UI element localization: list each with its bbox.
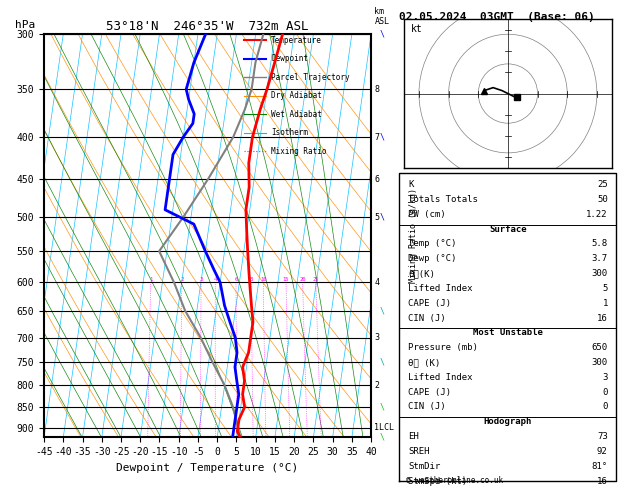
Text: km
ASL: km ASL bbox=[374, 6, 389, 26]
Text: \: \ bbox=[380, 212, 385, 222]
Text: K: K bbox=[408, 180, 413, 189]
Text: 25: 25 bbox=[313, 278, 319, 282]
Text: CAPE (J): CAPE (J) bbox=[408, 299, 451, 308]
Text: 8: 8 bbox=[250, 278, 253, 282]
Text: 5: 5 bbox=[374, 212, 379, 222]
Text: Wet Adiabat: Wet Adiabat bbox=[271, 110, 322, 119]
Text: CIN (J): CIN (J) bbox=[408, 402, 446, 412]
Text: 5: 5 bbox=[603, 284, 608, 293]
Text: 81°: 81° bbox=[592, 462, 608, 471]
Text: 25: 25 bbox=[597, 180, 608, 189]
Text: EH: EH bbox=[408, 432, 419, 441]
Text: Most Unstable: Most Unstable bbox=[473, 329, 543, 337]
Text: © weatheronline.co.uk: © weatheronline.co.uk bbox=[406, 475, 503, 485]
Text: \: \ bbox=[380, 358, 385, 367]
Text: 4: 4 bbox=[374, 278, 379, 287]
Text: Dry Adiabat: Dry Adiabat bbox=[271, 91, 322, 100]
Text: 300: 300 bbox=[592, 269, 608, 278]
Text: 50: 50 bbox=[597, 195, 608, 204]
Text: 1: 1 bbox=[603, 299, 608, 308]
Text: 02.05.2024  03GMT  (Base: 06): 02.05.2024 03GMT (Base: 06) bbox=[399, 12, 595, 22]
Text: 1LCL: 1LCL bbox=[374, 423, 394, 432]
Text: 1: 1 bbox=[149, 278, 152, 282]
Text: kt: kt bbox=[410, 24, 422, 34]
Text: Mixing Ratio: Mixing Ratio bbox=[271, 147, 327, 156]
Text: Temp (°C): Temp (°C) bbox=[408, 240, 457, 248]
Text: Pressure (mb): Pressure (mb) bbox=[408, 343, 478, 352]
Text: 16: 16 bbox=[597, 476, 608, 486]
Text: 15: 15 bbox=[283, 278, 289, 282]
Text: Mixing Ratio (g/kg): Mixing Ratio (g/kg) bbox=[409, 188, 418, 283]
Text: Totals Totals: Totals Totals bbox=[408, 195, 478, 204]
X-axis label: Dewpoint / Temperature (°C): Dewpoint / Temperature (°C) bbox=[116, 463, 299, 473]
Text: StmDir: StmDir bbox=[408, 462, 440, 471]
Text: 20: 20 bbox=[299, 278, 306, 282]
Text: Isotherm: Isotherm bbox=[271, 128, 308, 138]
Text: 10: 10 bbox=[260, 278, 267, 282]
Text: Temperature: Temperature bbox=[271, 35, 322, 45]
Text: \: \ bbox=[380, 433, 385, 442]
Text: 7: 7 bbox=[374, 133, 379, 141]
Text: \: \ bbox=[380, 402, 385, 412]
Text: 3: 3 bbox=[199, 278, 203, 282]
Text: 8: 8 bbox=[374, 85, 379, 94]
Text: CAPE (J): CAPE (J) bbox=[408, 388, 451, 397]
Text: 2: 2 bbox=[180, 278, 184, 282]
Text: 1.22: 1.22 bbox=[586, 210, 608, 219]
Text: \: \ bbox=[380, 30, 385, 38]
Text: 300: 300 bbox=[592, 358, 608, 367]
Text: Surface: Surface bbox=[489, 225, 526, 234]
Text: Hodograph: Hodograph bbox=[484, 417, 532, 426]
Text: \: \ bbox=[380, 133, 385, 141]
Text: 6: 6 bbox=[235, 278, 238, 282]
Text: 650: 650 bbox=[592, 343, 608, 352]
Text: Dewp (°C): Dewp (°C) bbox=[408, 254, 457, 263]
Text: SREH: SREH bbox=[408, 447, 430, 456]
Text: StmSpd (kt): StmSpd (kt) bbox=[408, 476, 467, 486]
Text: 92: 92 bbox=[597, 447, 608, 456]
Text: 6: 6 bbox=[374, 175, 379, 184]
Text: 2: 2 bbox=[374, 381, 379, 390]
Text: θᴇ (K): θᴇ (K) bbox=[408, 358, 440, 367]
Text: θᴇ(K): θᴇ(K) bbox=[408, 269, 435, 278]
Text: Lifted Index: Lifted Index bbox=[408, 373, 472, 382]
Text: 73: 73 bbox=[597, 432, 608, 441]
Text: 3: 3 bbox=[374, 333, 379, 342]
Text: PW (cm): PW (cm) bbox=[408, 210, 446, 219]
Text: Lifted Index: Lifted Index bbox=[408, 284, 472, 293]
Text: hPa: hPa bbox=[14, 20, 35, 30]
Text: 5.8: 5.8 bbox=[592, 240, 608, 248]
Text: Dewpoint: Dewpoint bbox=[271, 54, 308, 63]
Text: 0: 0 bbox=[603, 402, 608, 412]
Text: 3: 3 bbox=[603, 373, 608, 382]
Text: 4: 4 bbox=[214, 278, 217, 282]
Text: 0: 0 bbox=[603, 388, 608, 397]
Text: 3.7: 3.7 bbox=[592, 254, 608, 263]
Title: 53°18'N  246°35'W  732m ASL: 53°18'N 246°35'W 732m ASL bbox=[106, 20, 309, 33]
Text: 16: 16 bbox=[597, 313, 608, 323]
Text: CIN (J): CIN (J) bbox=[408, 313, 446, 323]
Text: Parcel Trajectory: Parcel Trajectory bbox=[271, 73, 350, 82]
Text: \: \ bbox=[380, 307, 385, 315]
